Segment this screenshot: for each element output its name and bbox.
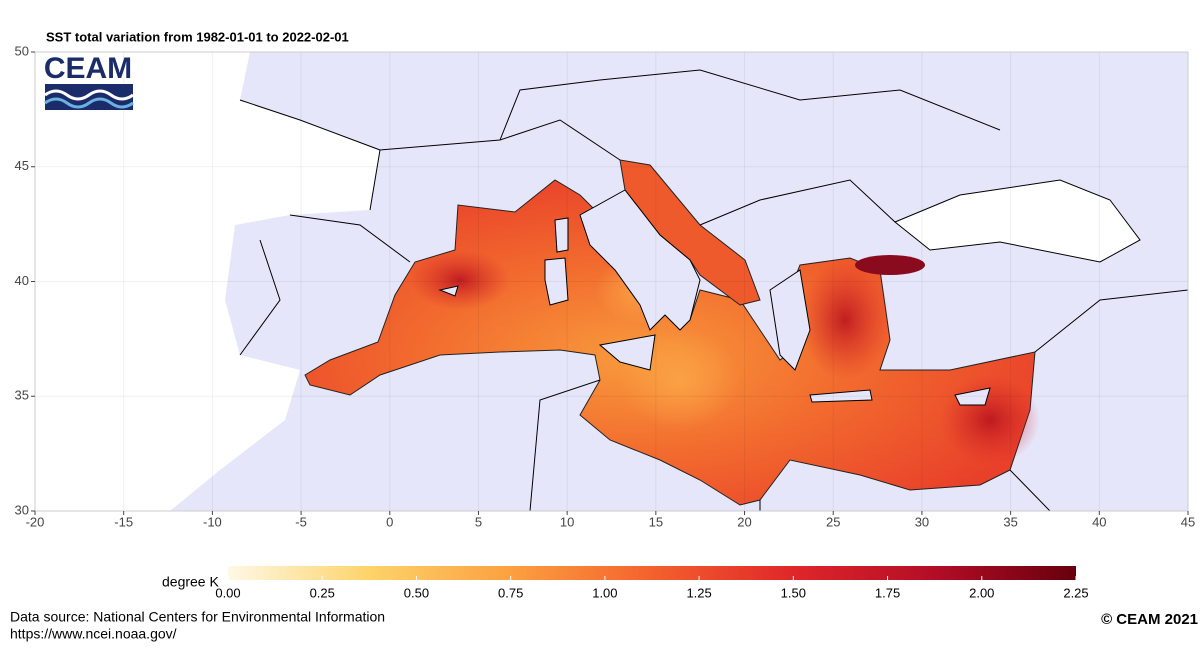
copyright: © CEAM 2021	[1101, 611, 1198, 628]
colorbar-tick-label: 0.75	[498, 585, 523, 600]
atlantic	[35, 52, 380, 511]
black-sea	[894, 179, 1141, 263]
source-line: https://www.ncei.noaa.gov/	[10, 626, 177, 642]
colorbar-tick-label: 2.25	[1063, 585, 1088, 600]
colorbar-tick-label: 1.75	[875, 585, 900, 600]
greece	[769, 269, 811, 371]
border	[239, 239, 281, 356]
x-tick-label: 10	[560, 514, 574, 529]
balearic	[438, 285, 459, 297]
colorbar-tick-label: 0.50	[404, 585, 429, 600]
border	[289, 214, 411, 263]
x-tick-label: 40	[1092, 514, 1106, 529]
colorbar-tick-label: 0.00	[215, 585, 240, 600]
map-area	[35, 52, 1188, 511]
y-tick-label: 40	[15, 273, 29, 288]
border	[699, 179, 896, 226]
x-tick-label: -20	[26, 514, 45, 529]
colorbar-tick-label: 0.25	[310, 585, 335, 600]
x-tick-label: 30	[915, 514, 929, 529]
x-tick-label: 20	[737, 514, 751, 529]
colorbar-tick-label: 1.25	[686, 585, 711, 600]
corsica	[554, 217, 569, 253]
border	[529, 379, 601, 511]
border	[239, 99, 381, 211]
logo-wave	[44, 89, 134, 101]
crete	[809, 389, 873, 403]
x-tick-label: -5	[295, 514, 307, 529]
y-tick-label: 50	[15, 43, 29, 58]
italy	[579, 189, 701, 331]
x-tick-label: 15	[649, 514, 663, 529]
x-tick-label: 5	[475, 514, 482, 529]
marmara	[855, 255, 925, 275]
border	[499, 69, 1001, 141]
source-line: Data source: National Centers for Enviro…	[10, 609, 385, 625]
x-tick-label: 35	[1003, 514, 1017, 529]
x-tick-label: -15	[114, 514, 133, 529]
aegean-spot	[800, 260, 890, 380]
y-tick-label: 30	[15, 502, 29, 517]
colorbar-tick-label: 1.00	[592, 585, 617, 600]
border	[759, 289, 1188, 511]
x-tick-label: 0	[386, 514, 393, 529]
x-tick-label: 25	[826, 514, 840, 529]
y-tick-label: 45	[15, 158, 29, 173]
sicily	[598, 334, 656, 371]
border	[379, 119, 621, 161]
x-tick-label: -10	[203, 514, 222, 529]
gulf-spot	[410, 250, 510, 310]
colorbar-tick-label: 1.50	[781, 585, 806, 600]
y-tick-label: 35	[15, 388, 29, 403]
logo-text: CEAM	[44, 52, 132, 85]
logo-wave	[44, 97, 134, 109]
colorbar	[228, 566, 1076, 580]
x-tick-label: 45	[1181, 514, 1195, 529]
sardinia	[544, 257, 569, 306]
colorbar-tick-label: 2.00	[969, 585, 994, 600]
cyprus	[954, 387, 991, 406]
map-title: SST total variation from 1982-01-01 to 2…	[46, 29, 349, 44]
colorbar-title: degree K	[162, 574, 219, 590]
